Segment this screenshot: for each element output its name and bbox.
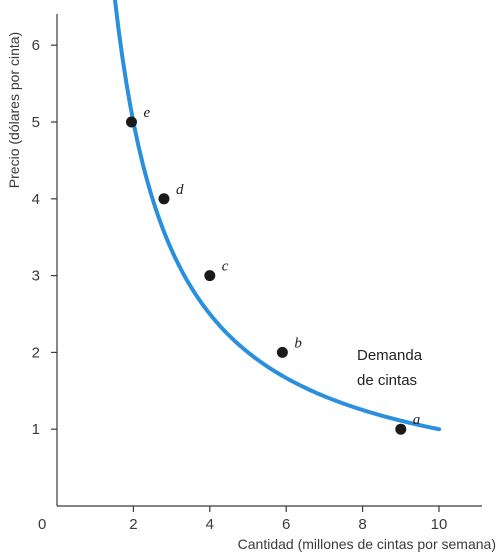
y-ticks: 1 2 3 4 5 6 xyxy=(32,37,57,438)
data-point-d xyxy=(158,193,170,205)
point-label-e: e xyxy=(143,105,150,121)
x-axis-label: Cantidad (millones de cintas por semana) xyxy=(238,536,496,552)
data-points: a b c d e xyxy=(125,105,421,435)
y-tick-label: 5 xyxy=(32,114,40,131)
series-label-line-2: de cintas xyxy=(357,372,417,389)
point-label-a: a xyxy=(413,412,421,428)
point-label-c: c xyxy=(222,259,229,275)
x-tick-label: 8 xyxy=(358,516,366,533)
origin-label: 0 xyxy=(38,516,46,533)
data-point-a xyxy=(395,423,407,435)
data-point-c xyxy=(204,270,216,282)
x-tick-label: 6 xyxy=(282,516,290,533)
series-label-line-1: Demanda xyxy=(357,347,423,364)
y-tick-label: 4 xyxy=(32,191,40,208)
y-axis-label: Precio (dólares por cinta) xyxy=(6,32,22,188)
data-point-e xyxy=(125,116,137,128)
x-tick-label: 4 xyxy=(206,516,214,533)
y-tick-label: 3 xyxy=(32,268,40,285)
demand-curve xyxy=(113,0,441,432)
y-tick-label: 2 xyxy=(32,344,40,361)
x-tick-label: 2 xyxy=(129,516,137,533)
y-tick-label: 6 xyxy=(32,37,40,54)
axes xyxy=(56,14,482,507)
x-tick-label: 10 xyxy=(431,516,448,533)
point-label-d: d xyxy=(176,182,184,198)
data-point-b xyxy=(276,346,288,358)
y-tick-label: 1 xyxy=(32,421,40,438)
x-ticks: 2 4 6 8 10 xyxy=(129,506,447,533)
point-label-b: b xyxy=(294,335,302,351)
series-label: Demanda de cintas xyxy=(357,347,426,389)
